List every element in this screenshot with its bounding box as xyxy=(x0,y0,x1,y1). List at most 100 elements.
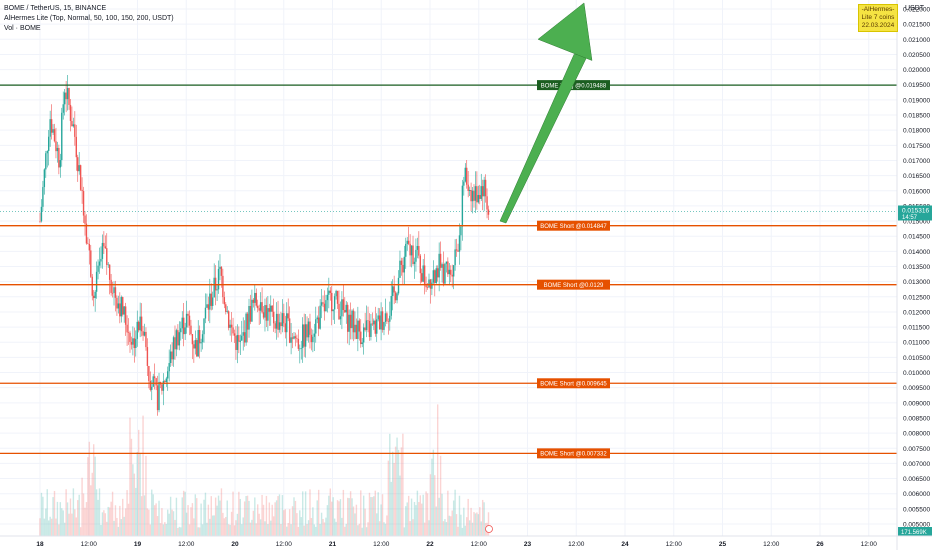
volume-bar xyxy=(328,495,330,536)
candle-body xyxy=(206,304,208,308)
candle-body xyxy=(55,141,57,152)
volume-bar xyxy=(204,492,207,536)
volume-bar xyxy=(191,503,194,536)
candle-body xyxy=(184,327,186,335)
level-label-box xyxy=(537,378,610,389)
candle-body xyxy=(145,331,147,348)
candle-body xyxy=(151,386,153,390)
price-tick-label: 0.010000 xyxy=(903,370,930,377)
volume-bar xyxy=(180,527,182,536)
candle-body xyxy=(479,195,481,199)
volume-bar xyxy=(425,491,427,536)
price-tick-label: 0.008500 xyxy=(903,415,930,422)
volume-title[interactable]: Vol · BOME xyxy=(4,25,41,32)
candle-body xyxy=(252,299,255,303)
volume-bar xyxy=(384,523,387,536)
candle-body xyxy=(82,191,85,216)
currency-unit: USDT xyxy=(905,5,925,12)
price-tick-label: 0.021500 xyxy=(903,22,930,29)
volume-bar xyxy=(405,506,407,536)
candle-body xyxy=(130,341,133,345)
candle-body xyxy=(477,195,480,203)
candle-body xyxy=(480,186,482,199)
volume-bar xyxy=(347,497,349,536)
volume-bar xyxy=(296,513,298,536)
candle-body xyxy=(155,378,157,386)
candle-body xyxy=(368,320,371,337)
volume-bar xyxy=(455,514,458,536)
time-axis[interactable]: 18 12:00 19 12:00 20 12:00 21 12:00 22 12:00 23 12:… xyxy=(0,525,932,549)
volume-bar xyxy=(201,524,204,536)
candle-body xyxy=(122,297,124,315)
volume-bar xyxy=(299,510,301,536)
candle-body xyxy=(336,290,339,304)
volume-bar xyxy=(339,499,342,536)
candle-body xyxy=(95,271,98,292)
volume-bar xyxy=(98,488,101,536)
volume-bar xyxy=(119,505,121,536)
candle-body xyxy=(397,277,400,294)
volume-bar xyxy=(159,523,162,536)
volume-bar xyxy=(233,525,236,536)
volume-bar xyxy=(423,522,426,536)
candle-body xyxy=(259,302,262,311)
countdown-value: 14:57 xyxy=(902,215,918,221)
candle-body xyxy=(466,167,468,185)
indicator-title[interactable]: AlHermes Lite (Top, Normal, 50, 100, 150… xyxy=(4,15,174,22)
volume-bar xyxy=(87,457,89,536)
volume-bar xyxy=(111,491,114,536)
candle-body xyxy=(126,324,128,333)
candle-body xyxy=(188,315,191,326)
candle-body xyxy=(135,338,137,348)
candle-body xyxy=(230,324,233,328)
candle-body xyxy=(201,334,204,343)
candle-body xyxy=(161,384,163,391)
level-label-box xyxy=(537,220,610,231)
volume-bar xyxy=(358,523,361,536)
candle-body xyxy=(264,305,266,318)
volume-bar xyxy=(436,404,439,536)
volume-bar xyxy=(396,437,398,536)
candle-body xyxy=(114,287,117,298)
candle-body xyxy=(265,305,268,321)
volume-bar xyxy=(63,522,66,536)
price-tick-label: 0.007000 xyxy=(903,461,930,468)
volume-bar xyxy=(153,505,156,536)
candle-body xyxy=(209,293,211,310)
candle-body xyxy=(325,300,327,312)
candle-body xyxy=(384,313,387,323)
price-tick-label: 0.015000 xyxy=(903,219,930,226)
volume-bar xyxy=(287,523,289,536)
badge-line-3: 22.03.2024 xyxy=(861,22,895,29)
volume-bar xyxy=(149,524,152,536)
badge-line-1: -AlHermes- xyxy=(861,6,895,13)
candle-body xyxy=(217,268,220,290)
volume-bar xyxy=(120,519,122,536)
candle-body xyxy=(63,92,66,105)
volume-bar xyxy=(435,506,437,536)
volume-bar xyxy=(406,502,408,536)
volume-bar xyxy=(61,508,63,536)
candle-body xyxy=(50,119,53,133)
volume-bar xyxy=(325,517,327,536)
volume-bar xyxy=(400,447,403,536)
candle-body xyxy=(354,324,356,333)
candle-body xyxy=(309,321,311,335)
symbol-title[interactable]: BOME / TetherUS, 15, BINANCE xyxy=(4,5,107,12)
candle-body xyxy=(341,299,343,317)
volume-bar xyxy=(171,509,173,536)
arrow-shaft xyxy=(499,54,589,224)
volume-bar xyxy=(181,497,183,536)
volume-bar xyxy=(335,521,337,536)
volume-bar xyxy=(129,417,131,536)
candle-body xyxy=(197,330,199,357)
candle-body xyxy=(171,351,173,360)
candle-body xyxy=(349,314,352,329)
candle-body xyxy=(210,293,212,306)
candle-body xyxy=(241,335,243,341)
price-tick-label: 0.021000 xyxy=(903,37,930,44)
candle-body xyxy=(304,324,307,347)
volume-bar xyxy=(439,455,442,536)
